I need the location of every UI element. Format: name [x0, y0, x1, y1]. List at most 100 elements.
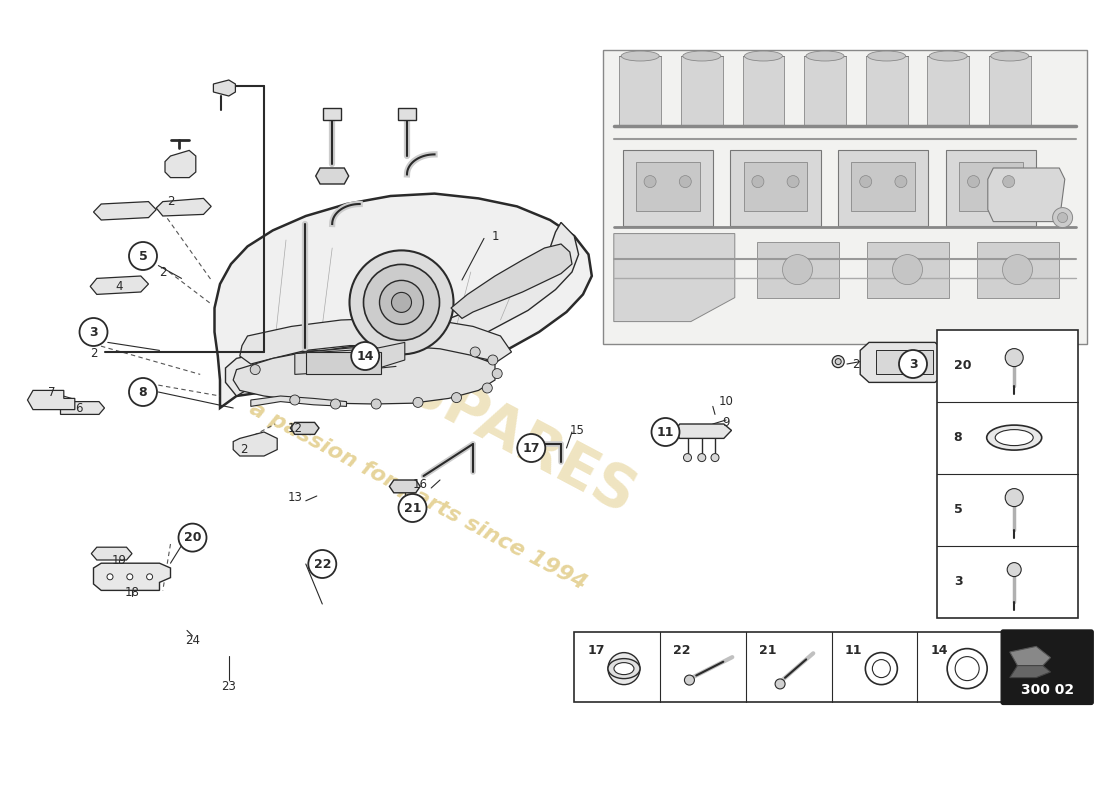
Circle shape — [752, 176, 763, 188]
Polygon shape — [233, 346, 495, 404]
Circle shape — [684, 675, 694, 685]
Polygon shape — [240, 318, 512, 364]
Text: 15: 15 — [570, 424, 585, 437]
Polygon shape — [673, 424, 732, 438]
Text: 18: 18 — [124, 586, 140, 598]
Circle shape — [487, 355, 498, 365]
Text: 19: 19 — [111, 554, 126, 566]
Bar — [603, 50, 1087, 344]
Text: 22: 22 — [314, 558, 331, 570]
Polygon shape — [91, 547, 132, 560]
Text: 11: 11 — [845, 644, 862, 657]
Circle shape — [1003, 176, 1014, 188]
Circle shape — [866, 653, 898, 685]
Text: 5: 5 — [954, 503, 962, 516]
Circle shape — [308, 550, 337, 578]
Circle shape — [892, 254, 923, 285]
Bar — [306, 352, 381, 374]
Text: 8: 8 — [954, 431, 962, 444]
Text: 300 02: 300 02 — [1021, 683, 1074, 698]
Circle shape — [872, 660, 890, 678]
Ellipse shape — [614, 662, 634, 674]
Circle shape — [782, 254, 813, 285]
Circle shape — [833, 355, 844, 368]
Circle shape — [451, 393, 462, 402]
Polygon shape — [94, 563, 170, 590]
Polygon shape — [742, 56, 784, 126]
Polygon shape — [226, 222, 579, 396]
Circle shape — [363, 264, 440, 341]
Circle shape — [129, 242, 157, 270]
Polygon shape — [233, 432, 277, 456]
Text: #c8a020: #c8a020 — [440, 495, 447, 496]
Text: 3: 3 — [89, 326, 98, 338]
Polygon shape — [866, 56, 908, 126]
FancyBboxPatch shape — [1001, 630, 1093, 704]
Ellipse shape — [996, 430, 1033, 446]
Text: 16: 16 — [412, 478, 428, 491]
Circle shape — [683, 454, 692, 462]
Polygon shape — [940, 352, 962, 368]
Text: 8: 8 — [139, 386, 147, 398]
Circle shape — [968, 176, 979, 188]
Circle shape — [1005, 349, 1023, 366]
Ellipse shape — [868, 51, 905, 61]
Text: 2: 2 — [167, 195, 174, 208]
Circle shape — [129, 378, 157, 406]
Polygon shape — [989, 56, 1031, 126]
Circle shape — [379, 280, 424, 325]
Polygon shape — [156, 198, 211, 216]
Ellipse shape — [621, 51, 659, 61]
Circle shape — [482, 383, 493, 393]
Text: 14: 14 — [356, 350, 374, 362]
Circle shape — [860, 176, 871, 188]
Text: 21: 21 — [404, 502, 421, 514]
Text: 20: 20 — [954, 359, 971, 372]
Bar — [744, 162, 807, 211]
Text: 3: 3 — [954, 575, 962, 588]
Polygon shape — [988, 168, 1065, 222]
Polygon shape — [295, 342, 405, 374]
Circle shape — [146, 574, 153, 580]
Text: 17: 17 — [587, 644, 605, 657]
Bar — [959, 162, 1023, 211]
Text: 1: 1 — [492, 230, 498, 242]
Bar — [851, 162, 915, 211]
Circle shape — [680, 176, 691, 188]
Bar — [636, 162, 700, 211]
Polygon shape — [60, 402, 104, 414]
Polygon shape — [451, 244, 572, 318]
Circle shape — [899, 350, 927, 378]
Text: 7: 7 — [48, 386, 55, 398]
Text: 22: 22 — [673, 644, 691, 657]
Polygon shape — [94, 202, 156, 220]
Polygon shape — [1010, 666, 1050, 678]
Bar — [730, 150, 821, 226]
Circle shape — [1008, 562, 1021, 577]
Circle shape — [947, 649, 987, 689]
Circle shape — [250, 365, 261, 374]
Text: 23: 23 — [221, 680, 236, 693]
Polygon shape — [316, 168, 349, 184]
Bar — [876, 350, 933, 374]
Ellipse shape — [806, 51, 844, 61]
Text: 3: 3 — [909, 358, 917, 370]
Circle shape — [392, 292, 411, 312]
Text: 5: 5 — [139, 250, 147, 262]
Text: EUROSPARES: EUROSPARES — [235, 273, 645, 527]
Ellipse shape — [987, 425, 1042, 450]
Polygon shape — [389, 480, 420, 493]
Text: 12: 12 — [287, 422, 303, 434]
Circle shape — [398, 494, 427, 522]
Circle shape — [470, 347, 481, 357]
Polygon shape — [251, 396, 346, 406]
Polygon shape — [757, 242, 839, 298]
Ellipse shape — [745, 51, 782, 61]
Circle shape — [651, 418, 680, 446]
Circle shape — [697, 454, 706, 462]
Polygon shape — [214, 194, 592, 408]
Circle shape — [107, 574, 113, 580]
Circle shape — [608, 653, 640, 685]
Text: 20: 20 — [184, 531, 201, 544]
Bar — [398, 108, 416, 120]
